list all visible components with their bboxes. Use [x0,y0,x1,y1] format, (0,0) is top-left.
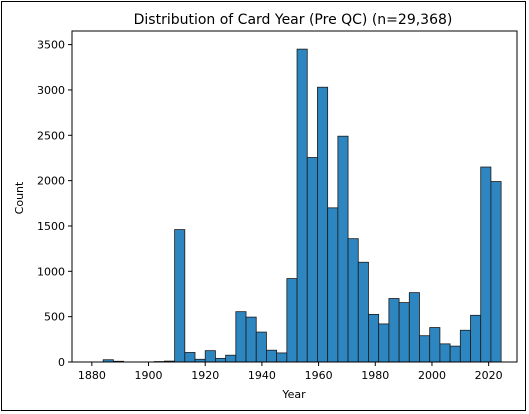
x-tick-label: 1900 [135,369,163,382]
histogram-bar [286,278,298,363]
histogram-bar [347,238,359,363]
histogram-bar [266,349,278,363]
histogram-bar [245,316,257,363]
histogram-bar [459,329,471,363]
x-tick-label: 1940 [248,369,276,382]
histogram-bar [296,48,308,363]
histogram-bar [215,357,227,363]
histogram-bar [276,352,288,363]
histogram-bar [449,345,461,363]
chart-title: Distribution of Card Year (Pre QC) (n=29… [134,12,453,28]
y-axis-label: Count [13,181,26,214]
y-tick-label: 500 [44,311,65,324]
histogram-bar [429,327,441,363]
histogram-bar [327,207,339,363]
histogram-bar [378,323,390,363]
x-tick-label: 1960 [305,369,333,382]
histogram-bar [337,135,349,363]
y-tick-label: 2000 [37,175,65,188]
y-tick-label: 1500 [37,220,65,233]
histogram-bar [235,311,247,363]
y-axis-ticks: 0 500 1000 1500 2000 2500 3000 3500 [37,39,72,369]
x-tick-label: 1920 [191,369,219,382]
histogram-bar [480,166,492,363]
histogram-bar [357,261,369,363]
x-tick-label: 2000 [418,369,446,382]
histogram-bar [255,331,267,363]
histogram-bar [419,335,431,363]
y-tick-label: 3000 [37,84,65,97]
histogram-bars [102,48,502,363]
histogram-bar [398,302,410,363]
plot-area-border [71,30,518,363]
y-tick-label: 1000 [37,265,65,278]
y-tick-label: 2500 [37,129,65,142]
histogram-bar [439,343,451,363]
histogram-bar [470,314,482,363]
histogram-bar [490,181,502,363]
x-tick-label: 2020 [475,369,503,382]
x-axis-ticks: 1880 1900 1920 1940 1960 1980 2000 2020 [78,362,503,382]
histogram-bar [184,352,196,363]
histogram-bar [388,298,400,363]
y-tick-label: 3500 [37,39,65,52]
histogram-bar [317,86,329,363]
x-tick-label: 1880 [78,369,106,382]
histogram-bar [225,354,237,363]
x-tick-label: 1980 [361,369,389,382]
histogram-bar [368,313,380,363]
histogram-bar [174,229,186,363]
x-axis-label: Year [281,388,306,401]
histogram-bar [408,292,420,363]
y-tick-label: 0 [58,356,65,369]
histogram-bar [306,157,318,363]
histogram-bar [204,350,216,363]
